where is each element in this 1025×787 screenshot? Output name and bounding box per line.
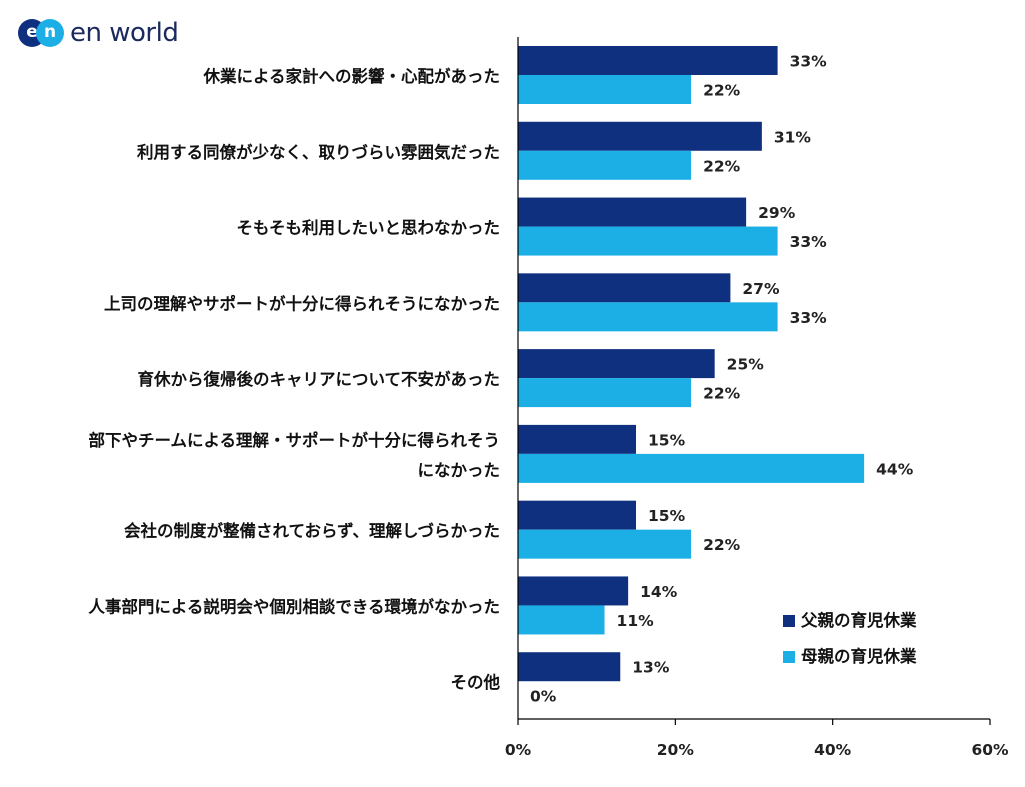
legend-label-mother: 母親の育児休業 <box>801 646 917 666</box>
category-label: 利用する同僚が少なく、取りづらい雰囲気だった <box>137 142 500 162</box>
value-label: 15% <box>648 507 686 525</box>
bar-father <box>518 500 636 530</box>
value-label: 27% <box>742 280 780 298</box>
bar-father <box>518 349 715 379</box>
bar-father <box>518 46 778 75</box>
value-label: 11% <box>617 612 655 630</box>
value-label: 31% <box>774 128 812 146</box>
bar-mother <box>518 378 692 408</box>
category-label: 人事部門による説明会や個別相談できる環境がなかった <box>88 596 500 616</box>
value-label: 22% <box>703 157 741 175</box>
bar-mother <box>518 150 692 180</box>
value-label: 14% <box>640 583 678 601</box>
value-label: 33% <box>790 53 828 71</box>
category-label: 休業による家計への影響・心配があった <box>202 66 500 86</box>
value-label: 33% <box>790 233 828 251</box>
value-label: 29% <box>758 204 796 222</box>
logo-mark-n: n <box>36 19 64 47</box>
value-label: 22% <box>703 385 741 403</box>
value-label: 22% <box>703 536 741 554</box>
value-label: 0% <box>530 688 557 706</box>
bar-father <box>518 121 762 151</box>
value-label: 13% <box>632 659 670 677</box>
category-label: になかった <box>418 461 501 480</box>
category-label: 部下やチームによる理解・サポートが十分に得られそう <box>88 430 500 450</box>
category-label: そもそも利用したいと思わなかった <box>236 218 500 238</box>
legend-label-father: 父親の育児休業 <box>800 610 917 630</box>
category-label: その他 <box>451 672 501 692</box>
bar-mother <box>518 75 692 104</box>
bar-mother <box>518 226 778 256</box>
x-tick-label: 40% <box>814 741 852 759</box>
bar-father <box>518 273 731 303</box>
bar-mother <box>518 605 605 635</box>
category-label: 会社の制度が整備されておらず、理解しづらかった <box>124 521 500 541</box>
x-tick-label: 20% <box>657 741 695 759</box>
category-label: 育休から復帰後のキャリアについて不安があった <box>137 369 500 389</box>
bar-mother <box>518 302 778 332</box>
en-world-logo: e n en world <box>18 18 179 48</box>
legend-swatch-father <box>783 615 795 627</box>
bar-mother <box>518 453 865 483</box>
logo-text: en world <box>70 18 179 48</box>
x-tick-label: 0% <box>505 741 532 759</box>
legend-swatch-mother <box>783 651 795 663</box>
value-label: 22% <box>703 82 741 100</box>
category-label: 上司の理解やサポートが十分に得られそうになかった <box>104 293 500 313</box>
bar-father <box>518 576 629 606</box>
value-label: 33% <box>790 309 828 327</box>
x-tick-label: 60% <box>971 741 1009 759</box>
value-label: 44% <box>876 460 914 478</box>
bar-father <box>518 652 621 682</box>
value-label: 25% <box>727 356 765 374</box>
logo-mark-icon: e n <box>18 19 64 47</box>
bar-mother <box>518 529 692 559</box>
value-label: 15% <box>648 431 686 449</box>
bar-father <box>518 197 747 227</box>
bar-father <box>518 424 636 454</box>
